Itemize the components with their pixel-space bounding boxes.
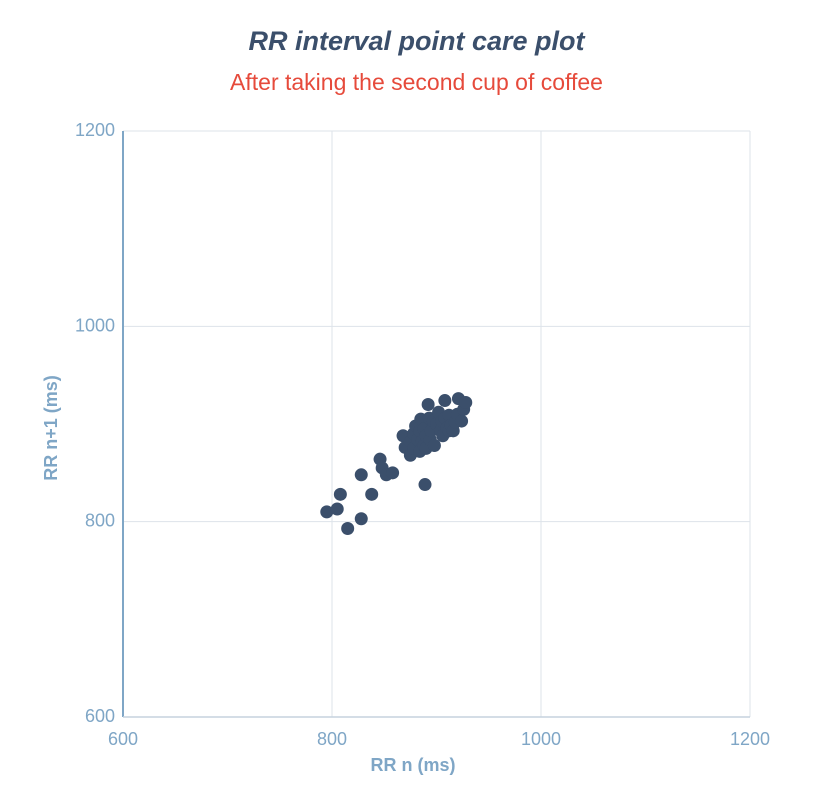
y-tick-label: 1000 [75,315,115,335]
data-point [355,468,368,481]
data-point [355,512,368,525]
data-point [422,398,435,411]
data-point [334,488,347,501]
x-tick-label: 1200 [730,729,770,749]
y-axis-label: RR n+1 (ms) [41,375,61,481]
data-point [438,394,451,407]
x-tick-label: 600 [108,729,138,749]
data-point [365,488,378,501]
y-tick-label: 600 [85,706,115,726]
y-tick-label: 800 [85,511,115,531]
data-points [320,392,472,535]
x-tick-label: 800 [317,729,347,749]
data-point [455,415,468,428]
x-tick-label: 1000 [521,729,561,749]
y-tick-label: 1200 [75,120,115,140]
x-axis-label: RR n (ms) [371,755,456,775]
data-point [419,478,432,491]
data-point [331,502,344,515]
data-point [386,466,399,479]
data-point [459,396,472,409]
data-point [341,522,354,535]
